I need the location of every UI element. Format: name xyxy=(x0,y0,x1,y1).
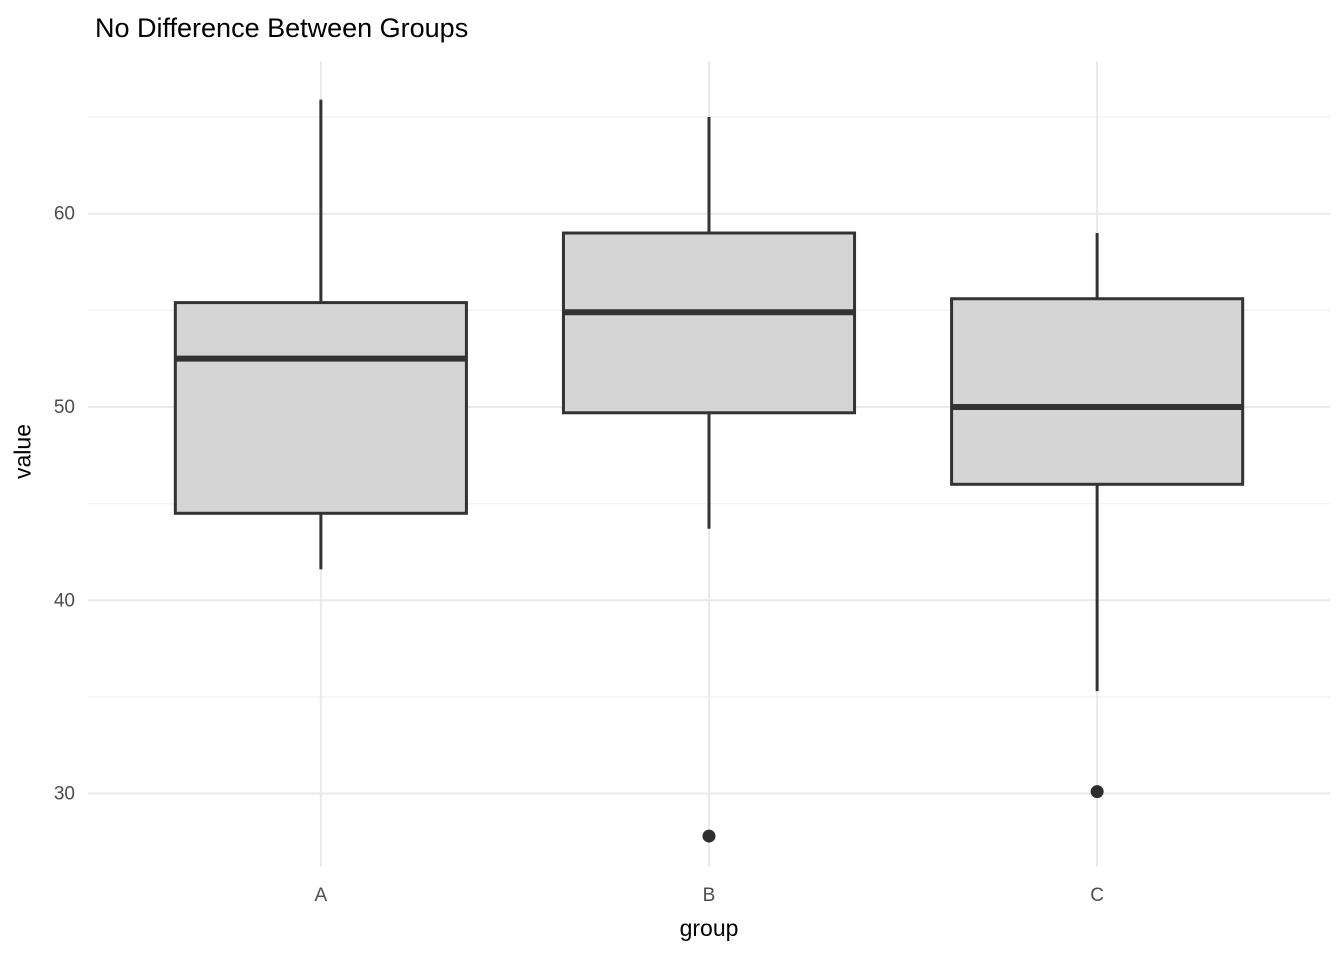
y-tick-label: 50 xyxy=(54,397,75,418)
y-tick-label: 30 xyxy=(54,784,75,805)
box-C xyxy=(950,297,1245,486)
outlier-point-C xyxy=(1090,785,1104,799)
chart-title: No Difference Between Groups xyxy=(95,13,469,43)
y-tick-label: 60 xyxy=(54,204,75,225)
y-tick-label: 40 xyxy=(54,590,75,611)
box-A xyxy=(173,301,468,515)
x-axis-title: group xyxy=(679,915,739,941)
x-tick-label: B xyxy=(703,885,716,906)
x-tick-label: A xyxy=(315,885,328,906)
outlier-point-B xyxy=(702,829,716,843)
box-B xyxy=(561,231,857,415)
x-tick-label: C xyxy=(1090,885,1104,906)
